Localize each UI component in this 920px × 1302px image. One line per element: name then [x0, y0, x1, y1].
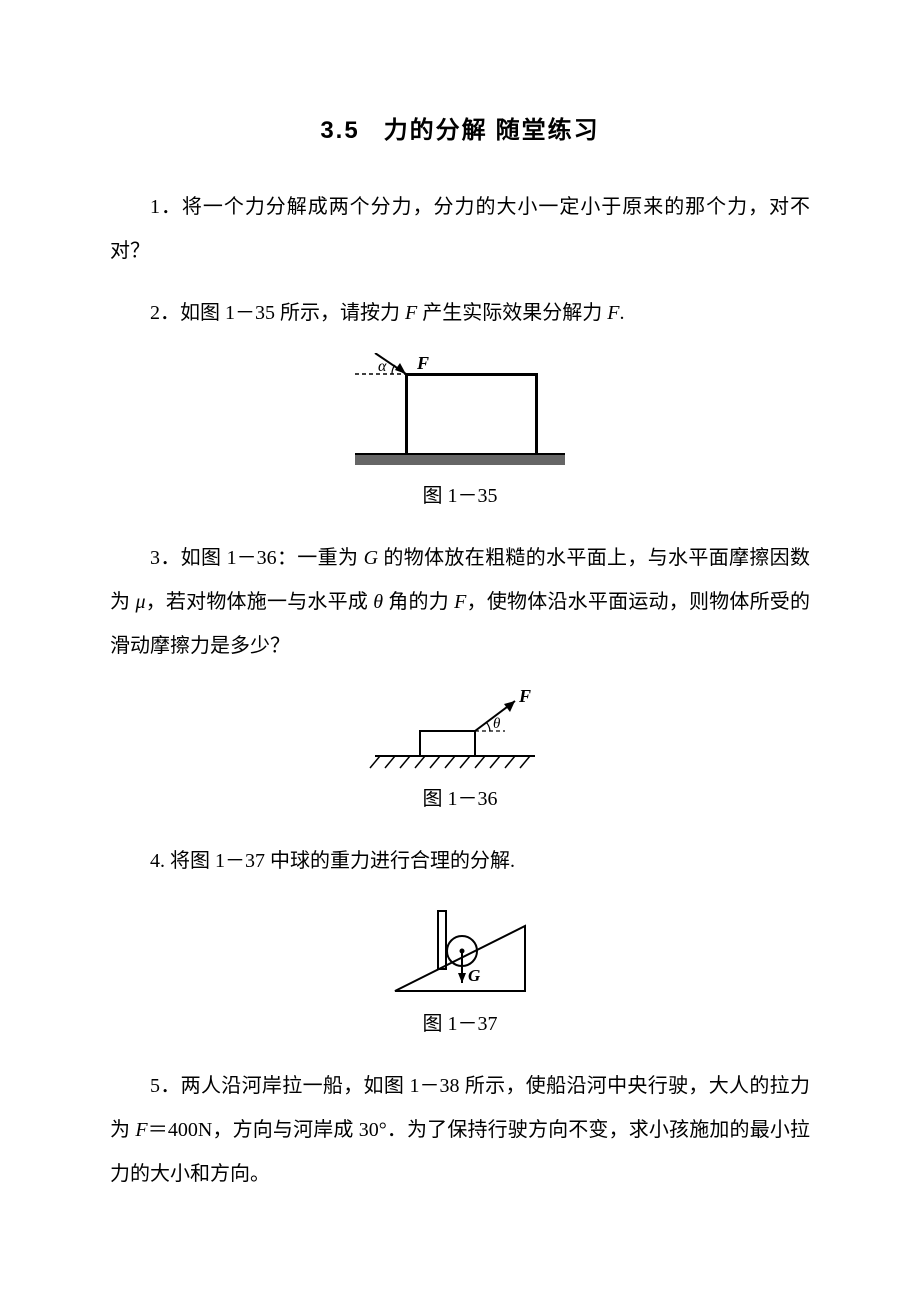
question-4: 4. 将图 1－37 中球的重力进行合理的分解. — [110, 839, 810, 883]
force-label: F — [518, 686, 531, 706]
figure-1-36: θ F — [110, 686, 810, 776]
question-1: 1．将一个力分解成两个分力，分力的大小一定小于原来的那个力，对不对？ — [110, 185, 810, 273]
q3-G: G — [364, 547, 378, 569]
angle-arc — [486, 722, 490, 731]
q3-F: F — [454, 591, 466, 613]
q2-mid: 产生实际效果分解力 — [417, 302, 607, 324]
question-2: 2．如图 1－35 所示，请按力 F 产生实际效果分解力 F. — [110, 291, 810, 335]
q2-pre: 2．如图 1－35 所示，请按力 — [150, 302, 405, 324]
q3-theta: θ — [373, 591, 383, 613]
fig36-svg: θ F — [365, 686, 555, 776]
caption-1-36: 图 1－36 — [110, 782, 810, 811]
g-arrowhead — [458, 973, 466, 983]
fig35-svg: α F — [345, 353, 575, 473]
force-arrowhead — [395, 363, 406, 374]
force-label: F — [416, 353, 429, 373]
page-title: 3.5 力的分解 随堂练习 — [110, 110, 810, 145]
q5-F: F — [135, 1119, 147, 1141]
q2-F1: F — [405, 302, 417, 324]
page: 3.5 力的分解 随堂练习 1．将一个力分解成两个分力，分力的大小一定小于原来的那… — [0, 0, 920, 1302]
fig37-svg: G — [380, 901, 540, 1001]
vertical-wall — [438, 911, 446, 969]
ground-line — [355, 453, 565, 455]
section-number: 3.5 — [320, 117, 359, 144]
q3-mu: μ — [135, 591, 145, 613]
q3-mid3: 角的力 — [383, 591, 454, 613]
wall-right — [535, 373, 538, 453]
angle-arc — [392, 365, 395, 374]
q5-mid1: ＝400N，方向与河岸成 30°．为了保持行驶方向不变，求小孩施加的最小拉力的大… — [110, 1119, 810, 1185]
force-arrowhead — [504, 701, 515, 712]
figure-1-35: α F — [110, 353, 810, 473]
wall-top — [405, 373, 538, 376]
question-3: 3．如图 1－36：一重为 G 的物体放在粗糙的水平面上，与水平面摩擦因数为 μ… — [110, 536, 810, 668]
g-label: G — [468, 966, 481, 985]
q2-F2: F — [607, 302, 619, 324]
wall-left — [405, 373, 408, 453]
block — [420, 731, 475, 756]
angle-label: θ — [493, 716, 501, 732]
caption-1-35: 图 1－35 — [110, 479, 810, 508]
question-5: 5．两人沿河岸拉一船，如图 1－38 所示，使船沿河中央行驶，大人的拉力为 F＝… — [110, 1064, 810, 1196]
q2-post: . — [619, 302, 624, 324]
figure-1-37: G — [110, 901, 810, 1001]
q3-pre: 3．如图 1－36：一重为 — [150, 547, 364, 569]
title-text: 力的分解 随堂练习 — [384, 118, 600, 144]
caption-1-37: 图 1－37 — [110, 1007, 810, 1036]
q3-mid2: ，若对物体施一与水平成 — [145, 591, 373, 613]
angle-label: α — [378, 358, 387, 375]
ground-hatch — [370, 756, 530, 768]
